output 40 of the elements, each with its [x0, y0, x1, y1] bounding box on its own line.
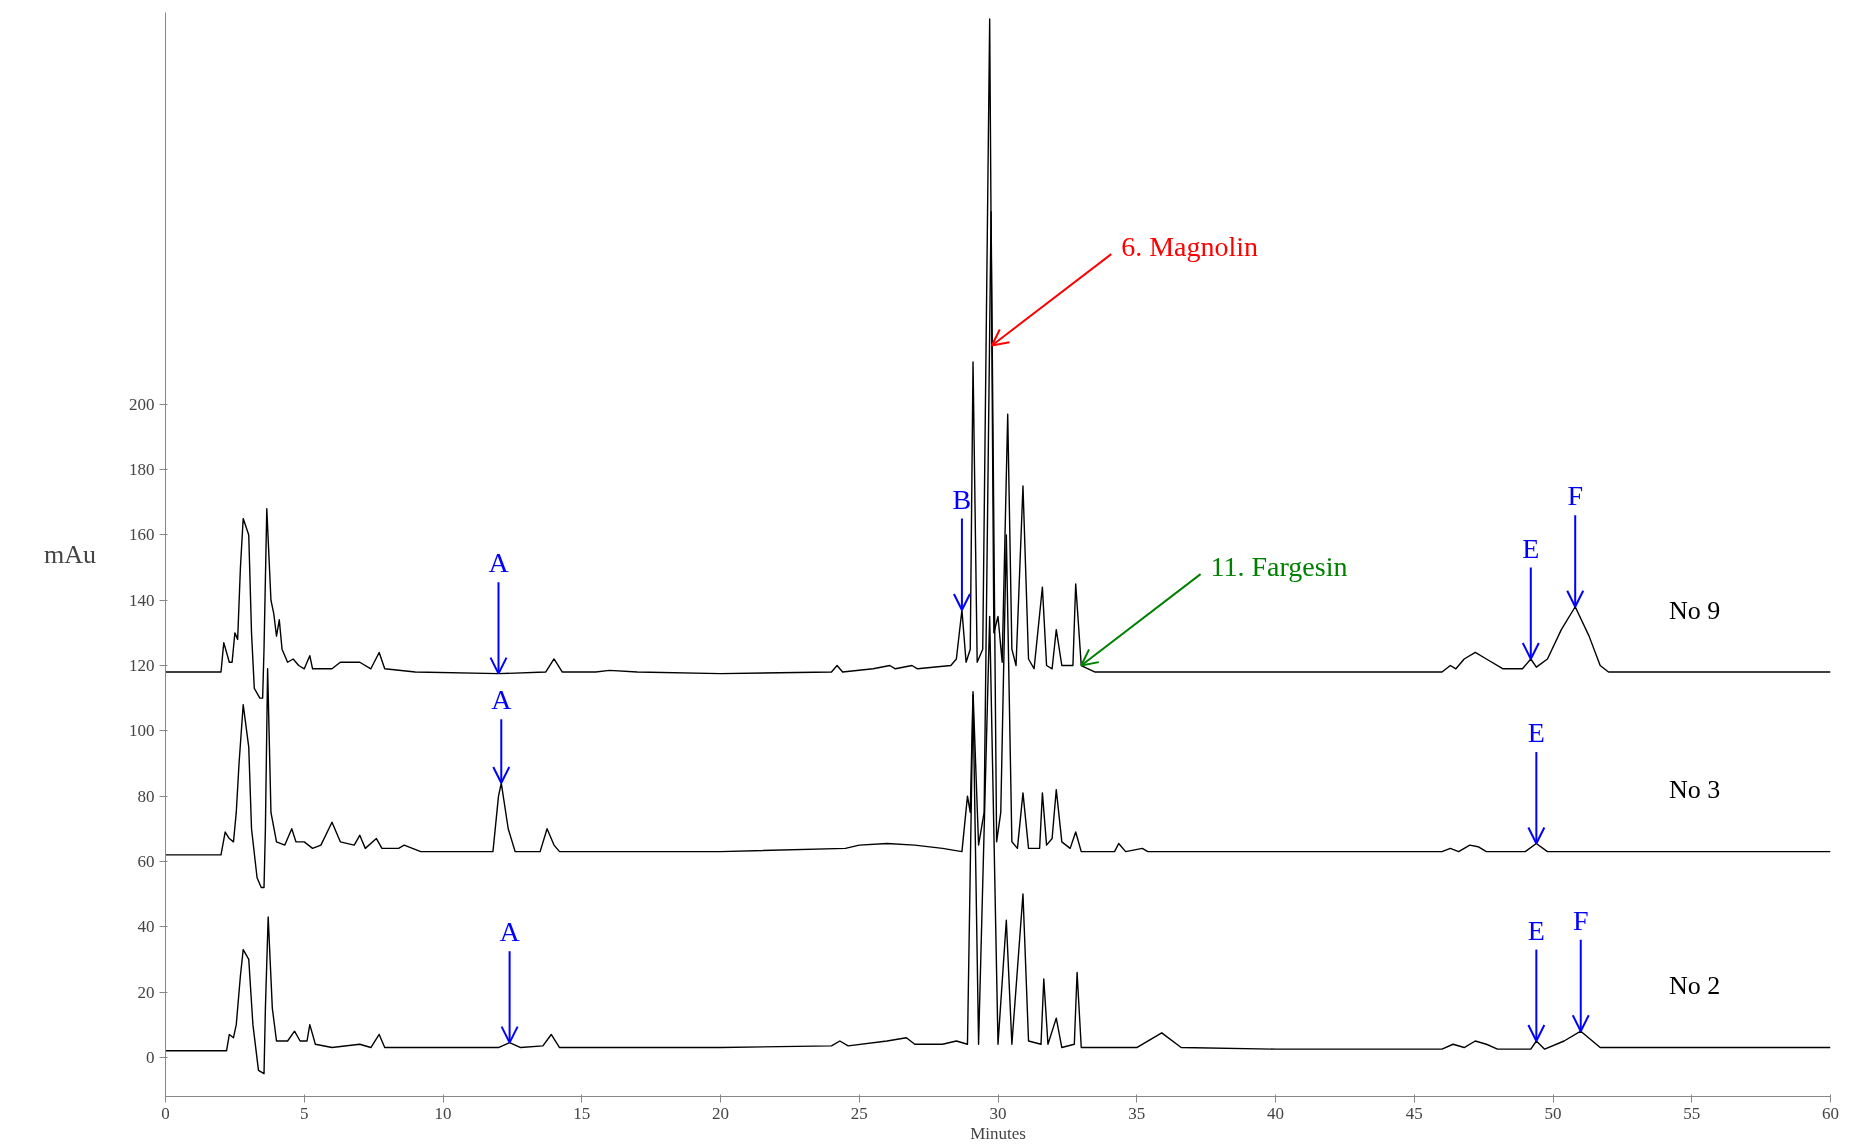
series-label: No 9 [1668, 595, 1721, 625]
x-tick-label: 35 [1128, 1103, 1146, 1123]
x-tick-label: 15 [573, 1103, 591, 1123]
annotation: A [499, 916, 521, 948]
x-tick-label: 45 [1405, 1103, 1423, 1123]
x-tick-label: 40 [1267, 1103, 1284, 1123]
y-tick-label: 80 [137, 786, 155, 806]
x-tick-label: 60 [1822, 1103, 1839, 1123]
x-tick-label: 25 [850, 1103, 868, 1123]
x-tick-label: 5 [300, 1103, 309, 1123]
annotation: F [1572, 904, 1589, 936]
annotation: A [491, 684, 513, 716]
x-axis-title: Minutes [970, 1123, 1026, 1143]
annotation: E [1522, 532, 1540, 564]
x-tick-label: 10 [434, 1103, 452, 1123]
annotation: F [1567, 480, 1583, 512]
x-tick-label: 30 [989, 1103, 1007, 1123]
x-tick-label: 0 [161, 1103, 170, 1123]
x-tick-label: 50 [1544, 1103, 1562, 1123]
annotation: E [1527, 717, 1545, 749]
y-tick-label: 100 [129, 721, 155, 741]
x-tick-label: 20 [712, 1103, 729, 1123]
annotation: 11. Fargesin [1210, 550, 1348, 582]
y-tick-label: 160 [129, 525, 155, 545]
annotation: E [1527, 914, 1545, 946]
y-tick-label: 180 [129, 460, 155, 480]
x-tick-label: 55 [1683, 1103, 1701, 1123]
annotation: B [952, 483, 972, 515]
series-label: No 2 [1668, 971, 1721, 1001]
y-tick-label: 120 [129, 656, 155, 676]
annotation: 6. Magnolin [1121, 230, 1259, 262]
y-tick-label: 0 [146, 1047, 155, 1067]
series-label: No 3 [1668, 775, 1721, 805]
annotation: A [488, 547, 510, 579]
y-axis-title: mAu [44, 540, 96, 569]
y-tick-label: 140 [129, 590, 155, 610]
y-tick-label: 20 [137, 982, 155, 1002]
y-tick-label: 40 [137, 917, 155, 937]
y-tick-label: 200 [129, 394, 155, 414]
y-tick-label: 60 [137, 851, 155, 871]
